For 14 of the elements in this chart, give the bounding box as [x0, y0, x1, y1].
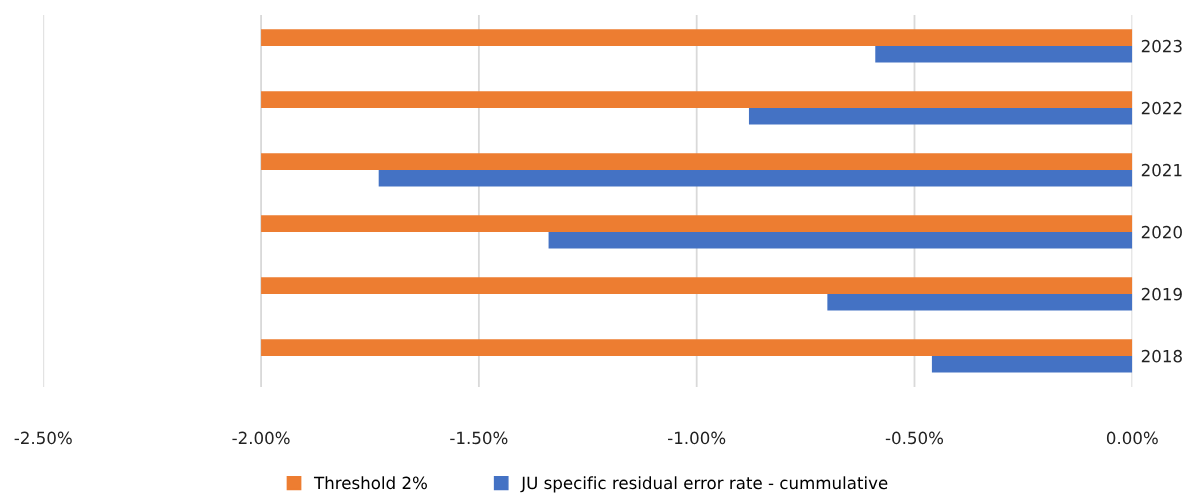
y-tick-label: 2018	[1141, 349, 1182, 363]
y-tick-label: 2021	[1141, 163, 1182, 177]
x-tick-label: 0.00%	[1106, 431, 1158, 445]
y-tick-label: 2019	[1141, 287, 1182, 301]
legend-label: Threshold 2%	[313, 476, 427, 490]
x-tick-label: -2.00%	[232, 431, 290, 445]
x-tick-label: -1.00%	[668, 431, 726, 445]
x-tick-label: -2.50%	[14, 431, 72, 445]
y-tick-label: 2020	[1141, 225, 1182, 239]
x-tick-label: -0.50%	[885, 431, 944, 445]
y-tick-label: 2022	[1141, 101, 1182, 115]
y-tick-label: 2023	[1141, 39, 1182, 53]
x-tick-label: -1.50%	[450, 431, 508, 445]
legend-label: JU specific residual error rate - cummulative	[520, 476, 888, 493]
